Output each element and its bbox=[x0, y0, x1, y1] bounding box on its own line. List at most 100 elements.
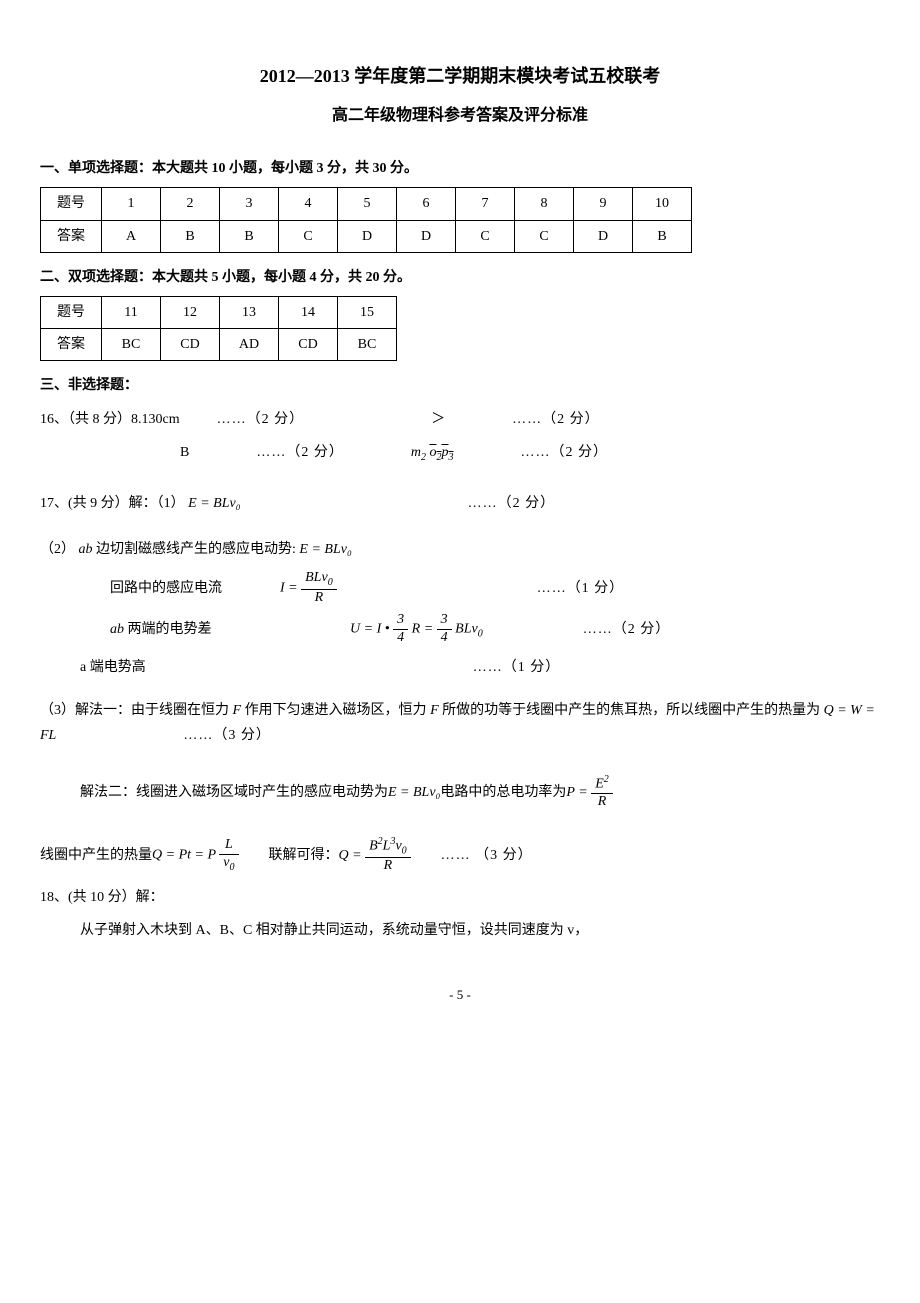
cell: AD bbox=[220, 329, 279, 361]
q17-a-high: a 端电势高 ……（1 分） bbox=[40, 655, 880, 680]
fraction: BLv0 R bbox=[301, 570, 337, 607]
cell: 10 bbox=[633, 188, 692, 220]
q18-prefix: 18、(共 10 分）解： bbox=[40, 885, 880, 910]
text: 联解可得： bbox=[269, 843, 339, 868]
cell: D bbox=[338, 220, 397, 252]
formula-u: U = I • 3 4 R = 3 4 BLv0 bbox=[350, 612, 483, 647]
var-f: F bbox=[233, 703, 242, 718]
fraction: 3 4 bbox=[393, 612, 408, 647]
q17-heat-row: 线圈中产生的热量 Q = Pt = P L v0 联解可得： Q = B2L3v… bbox=[40, 836, 880, 875]
cell: 13 bbox=[220, 296, 279, 328]
row-label: 题号 bbox=[41, 188, 102, 220]
table-section1: 题号 1 2 3 4 5 6 7 8 9 10 答案 A B B C D D C… bbox=[40, 187, 692, 252]
text: 所做的功等于线圈中产生的焦耳热，所以线圈中产生的热量为 bbox=[442, 703, 824, 718]
cell: BC bbox=[338, 329, 397, 361]
cell: 6 bbox=[397, 188, 456, 220]
q17-line1: 17、(共 9 分）解：（1） E = BLv₀ ……（2 分） bbox=[40, 491, 880, 516]
score: ……（2 分） bbox=[256, 445, 344, 460]
q17-prefix: 17、(共 9 分）解：（1） bbox=[40, 496, 185, 511]
cell: BC bbox=[102, 329, 161, 361]
var: I bbox=[377, 622, 382, 637]
cell: 11 bbox=[102, 296, 161, 328]
gt-sign: ＞ bbox=[431, 412, 445, 427]
var: m bbox=[411, 445, 421, 460]
cell: B bbox=[633, 220, 692, 252]
fraction: 3 4 bbox=[437, 612, 452, 647]
score: ……（3 分） bbox=[183, 728, 271, 743]
q16-line1: 16、（共 8 分）8.130cm ……（2 分） ＞ ……（2 分） bbox=[40, 407, 880, 432]
formula-e: E = BLv₀ bbox=[188, 496, 240, 511]
sup: 2 bbox=[604, 774, 609, 785]
eq: = bbox=[424, 622, 433, 637]
var: E bbox=[595, 776, 604, 791]
cell: B bbox=[220, 220, 279, 252]
label: ab 两端的电势差 bbox=[110, 617, 290, 642]
score: ……（2 分） bbox=[217, 412, 305, 427]
table-row: 题号 11 12 13 14 15 bbox=[41, 296, 397, 328]
den: R bbox=[591, 794, 613, 811]
cell: CD bbox=[161, 329, 220, 361]
score: ……（2 分） bbox=[520, 445, 608, 460]
section3-heading: 三、非选择题： bbox=[40, 373, 880, 398]
score: ……（2 分） bbox=[468, 496, 556, 511]
den: R bbox=[365, 858, 411, 875]
text: （3）解法一：由于线圈在恒力 bbox=[40, 703, 233, 718]
table-row: 答案 A B B C D D C C D B bbox=[41, 220, 692, 252]
cell: C bbox=[279, 220, 338, 252]
den: 4 bbox=[437, 630, 452, 647]
cell: 4 bbox=[279, 188, 338, 220]
doc-subtitle: 高二年级物理科参考答案及评分标准 bbox=[40, 102, 880, 131]
table-section2: 题号 11 12 13 14 15 答案 BC CD AD CD BC bbox=[40, 296, 397, 361]
cell: 12 bbox=[161, 296, 220, 328]
eq: = bbox=[166, 848, 175, 863]
cell: B bbox=[161, 220, 220, 252]
var: Q bbox=[339, 848, 349, 863]
formula-i: I = BLv0 R bbox=[280, 570, 337, 607]
var-ab: ab bbox=[110, 622, 124, 637]
cell: CD bbox=[279, 329, 338, 361]
var: I bbox=[280, 580, 285, 595]
cell: 8 bbox=[515, 188, 574, 220]
row-label: 题号 bbox=[41, 296, 102, 328]
formula-e: E = BLv₀ bbox=[388, 780, 440, 805]
den: 4 bbox=[393, 630, 408, 647]
eq: = bbox=[288, 580, 297, 595]
cell: 5 bbox=[338, 188, 397, 220]
q17-voltage-row: ab 两端的电势差 U = I • 3 4 R = 3 4 BLv0 ……（2 … bbox=[40, 612, 880, 647]
q16-line2: B ……（2 分） m2 o2p3 ……（2 分） bbox=[40, 440, 880, 467]
ans-label: 答案 bbox=[41, 220, 102, 252]
var: Pt bbox=[179, 848, 191, 863]
cell: 1 bbox=[102, 188, 161, 220]
score: …… （3 分） bbox=[441, 843, 533, 868]
cell: C bbox=[456, 220, 515, 252]
doc-title: 2012—2013 学年度第二学期期末模块考试五校联考 bbox=[40, 60, 880, 92]
q18-line1: 从子弹射入木块到 A、B、C 相对静止共同运动，系统动量守恒，设共同速度为 v， bbox=[40, 918, 880, 943]
var: R bbox=[412, 622, 421, 637]
var: U bbox=[350, 622, 360, 637]
sub: 0 bbox=[478, 629, 483, 640]
fraction: L v0 bbox=[219, 837, 238, 874]
text: 解法二：线圈进入磁场区域时产生的感应电动势为 bbox=[80, 780, 388, 805]
table-row: 题号 1 2 3 4 5 6 7 8 9 10 bbox=[41, 188, 692, 220]
num: 3 bbox=[437, 612, 452, 630]
eq: = bbox=[195, 848, 204, 863]
var: P bbox=[207, 848, 215, 863]
label: 线圈中产生的热量 bbox=[40, 843, 152, 868]
sub: 0 bbox=[230, 862, 235, 873]
sub: 0 bbox=[402, 845, 407, 856]
num: L bbox=[219, 837, 238, 855]
eq: = bbox=[364, 622, 373, 637]
var-f: F bbox=[430, 703, 439, 718]
overline: o2p3 bbox=[429, 445, 453, 460]
formula-m2o2p3: m2 o2p3 bbox=[411, 445, 457, 460]
sub: 0 bbox=[328, 577, 333, 588]
formula-e: E = BLv₀ bbox=[299, 542, 351, 557]
text: 电路中的总电功率为 bbox=[440, 780, 566, 805]
formula-q-pt: Q = Pt = P L v0 bbox=[152, 837, 239, 874]
var-ab: ab bbox=[79, 542, 93, 557]
cell: 15 bbox=[338, 296, 397, 328]
table-row: 答案 BC CD AD CD BC bbox=[41, 329, 397, 361]
section1-heading: 一、单项选择题：本大题共 10 小题，每小题 3 分，共 30 分。 bbox=[40, 156, 880, 181]
num: 3 bbox=[393, 612, 408, 630]
sub: 2 bbox=[421, 451, 426, 462]
